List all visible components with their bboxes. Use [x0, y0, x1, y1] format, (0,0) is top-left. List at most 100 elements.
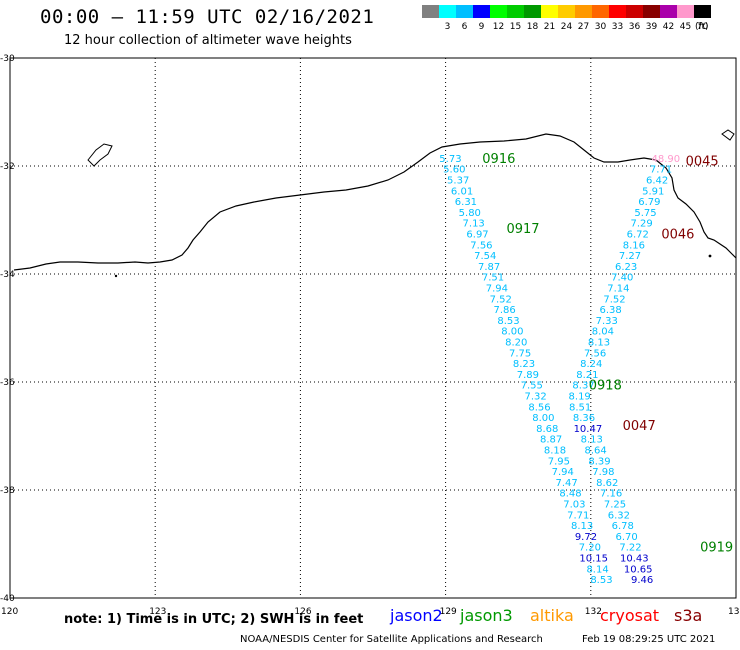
swh-value: 6.32: [608, 510, 630, 521]
swh-value: 8.56: [528, 402, 550, 413]
swh-value: 7.22: [619, 543, 641, 554]
swh-value: 7.32: [524, 392, 546, 403]
map-frame: [9, 57, 737, 599]
swh-value: 48.90: [651, 154, 680, 165]
pass-time-label: 0916: [482, 152, 515, 167]
footer-note: note: 1) Time is in UTC; 2) SWH is in fe…: [64, 612, 364, 627]
swh-value: 6.01: [451, 186, 473, 197]
legend-label: 21: [543, 22, 556, 32]
swh-value: 7.56: [584, 348, 606, 359]
pass-time-label: 0918: [589, 379, 622, 394]
swh-value: 7.33: [596, 316, 618, 327]
legend-swatch: [609, 5, 626, 18]
legend-swatch: [524, 5, 541, 18]
track-jason3: 5.735.605.376.016.315.807.136.977.567.54…: [439, 154, 612, 586]
swh-value: 7.16: [600, 489, 622, 500]
swh-value: 8.53: [497, 316, 519, 327]
swh-value: 7.71: [567, 510, 589, 521]
pass-time-label: 0919: [700, 541, 733, 556]
legend-label: 6: [461, 22, 468, 32]
pass-time-label: 0047: [623, 419, 656, 434]
legend-unit: (ft): [695, 22, 709, 32]
swh-value: 8.23: [513, 359, 535, 370]
swh-value: 6.97: [466, 230, 488, 241]
legend-label: 27: [577, 22, 590, 32]
legend-swatch: [592, 5, 609, 18]
swh-value: 6.23: [615, 262, 637, 273]
swh-value: 7.25: [604, 500, 626, 511]
lat-tick-label: -38: [0, 486, 15, 496]
satellite-jason2: jason2: [390, 606, 443, 625]
legend-label: 70: [696, 22, 709, 32]
swh-value: 8.39: [588, 456, 610, 467]
swh-value: 8.13: [581, 435, 603, 446]
legend-label: 42: [662, 22, 675, 32]
swh-value: 8.13: [571, 521, 593, 532]
swh-value: 7.89: [517, 370, 539, 381]
axis-tick-labels: 120 123 126 129 132 135 -30 -32 -34 -36 -38 -40: [0, 54, 740, 617]
legend-label: 12: [492, 22, 505, 32]
legend-swatch: [660, 5, 677, 18]
legend-swatch: [422, 5, 439, 18]
swh-value: 7.03: [563, 500, 585, 511]
lon-tick-label: 129: [440, 607, 457, 617]
swh-value: 7.98: [592, 467, 614, 478]
legend-label: 18: [526, 22, 539, 32]
legend-swatch: [490, 5, 507, 18]
pass-time-labels: 0916 0917 0918 0919 0045 0046 0047: [482, 152, 733, 556]
legend-swatch: [507, 5, 524, 18]
lon-tick-label: 126: [294, 607, 311, 617]
lat-tick-label: -32: [0, 162, 15, 172]
legend-label: 24: [560, 22, 573, 32]
swh-value: 8.24: [580, 359, 602, 370]
swh-value: 7.29: [630, 219, 652, 230]
swh-value: 6.70: [615, 532, 637, 543]
generated-timestamp: Feb 19 08:29:25 UTC 2021: [582, 634, 716, 645]
legend-swatch: [643, 5, 660, 18]
legend-swatch: [541, 5, 558, 18]
swh-value: 8.00: [501, 327, 523, 338]
swh-value: 6.42: [646, 176, 668, 187]
lat-tick-label: -30: [0, 54, 15, 64]
track-s3a: 48.907.716.425.916.795.757.296.728.167.2…: [569, 154, 681, 586]
swh-value: 7.94: [552, 467, 574, 478]
legend-label: 15: [509, 22, 522, 32]
pass-time-label: 0917: [506, 222, 539, 237]
swh-value: 8.36: [573, 413, 595, 424]
swh-value: 7.52: [603, 294, 625, 305]
swh-value: 7.86: [494, 305, 516, 316]
swh-value: 8.53: [590, 575, 612, 586]
legend-label: 30: [594, 22, 607, 32]
swh-value: 8.04: [592, 327, 614, 338]
swh-value: 10.43: [620, 554, 649, 565]
legend-swatch: [473, 5, 490, 18]
swh-value: 7.94: [486, 284, 508, 295]
swh-value: 7.40: [611, 273, 633, 284]
legend-swatch: [558, 5, 575, 18]
legend-label: 36: [628, 22, 641, 32]
swh-value: 8.19: [569, 392, 591, 403]
swh-value: 5.91: [642, 186, 664, 197]
satellite-cryosat: cryosat: [600, 606, 660, 625]
swh-value: 10.47: [574, 424, 603, 435]
swh-value: 5.37: [447, 176, 469, 187]
islet-dot-east: [708, 254, 712, 258]
islet-east: [721, 129, 735, 141]
swh-value: 7.54: [474, 251, 496, 262]
legend-swatch: [694, 5, 711, 18]
lat-lon-grid: [10, 58, 736, 598]
legend-swatch: [456, 5, 473, 18]
swh-value: 7.52: [490, 294, 512, 305]
swh-value: 8.14: [586, 564, 608, 575]
swh-value: 9.46: [631, 575, 653, 586]
swh-value: 9.72: [575, 532, 597, 543]
islet-dot: [114, 274, 118, 278]
swh-value: 8.16: [623, 240, 645, 251]
lon-tick-label: 120: [1, 607, 18, 617]
swh-value: 5.75: [634, 208, 656, 219]
swh-tracks: 5.735.605.376.016.315.807.136.977.567.54…: [439, 154, 680, 586]
swh-value: 6.78: [612, 521, 634, 532]
swh-value: 7.95: [548, 456, 570, 467]
swh-value: 8.51: [569, 402, 591, 413]
